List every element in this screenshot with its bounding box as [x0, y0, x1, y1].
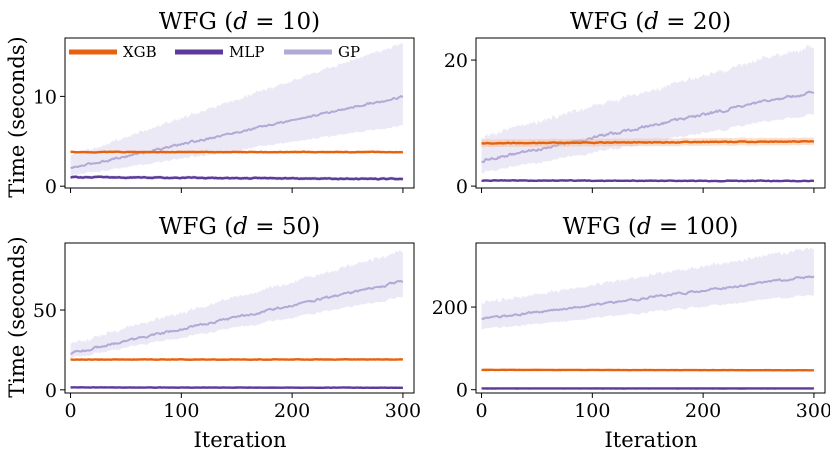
- y-tick-label: 200: [432, 297, 468, 319]
- x-tick-label: 100: [163, 400, 199, 422]
- line-xgb: [70, 358, 404, 361]
- y-tick-label: 0: [45, 380, 57, 402]
- y-tick-label: 20: [444, 50, 468, 72]
- axes-frame: [475, 37, 826, 189]
- legend: XGB MLP GP: [69, 43, 360, 61]
- legend-label-gp: GP: [338, 43, 360, 61]
- line-gp: [70, 280, 404, 355]
- panel-title: WFG (d = 100): [563, 214, 739, 240]
- x-tick-label: 0: [64, 400, 76, 422]
- line-mlp: [70, 386, 404, 390]
- subplot-grid: 0 10 WFG (d = 10)XGB MLP GP 0 20 WFG (d = 20) 0 1…: [33, 9, 830, 422]
- x-tick-label: 200: [274, 400, 310, 422]
- axes-frame: [475, 242, 826, 394]
- y-tick-label: 10: [33, 86, 57, 108]
- band-gp: [70, 43, 403, 176]
- subplot-2: 0 20 WFG (d = 20): [444, 9, 826, 198]
- axes-frame: [64, 242, 415, 394]
- line-xgb: [481, 139, 815, 145]
- legend-label-xgb: XGB: [123, 43, 157, 61]
- subplot-3: 0 100 200 300 0 50 WFG (d = 50): [33, 214, 421, 422]
- plot-area: [70, 43, 404, 182]
- line-mlp: [481, 179, 815, 183]
- x-axis-label-left: Iteration: [193, 428, 286, 452]
- y-axis-label-bottom: Time (seconds): [5, 236, 29, 397]
- band-gp: [481, 44, 814, 174]
- line-gp: [70, 95, 404, 169]
- panel-title: WFG (d = 50): [159, 214, 320, 240]
- plot-area: [481, 247, 815, 390]
- band-gp: [70, 249, 403, 359]
- y-tick-label: 0: [456, 176, 468, 198]
- line-xgb: [481, 368, 815, 372]
- line-mlp: [70, 175, 404, 181]
- panel-title: WFG (d = 10): [159, 9, 320, 35]
- plot-area: [481, 44, 815, 183]
- plot-area: [70, 249, 404, 390]
- line-xgb: [70, 150, 404, 154]
- x-tick-label: 100: [574, 400, 610, 422]
- panel-title: WFG (d = 20): [570, 9, 731, 35]
- subplot-1: 0 10 WFG (d = 10)XGB MLP GP: [33, 9, 415, 198]
- line-gp: [481, 90, 815, 164]
- legend-label-mlp: MLP: [229, 43, 264, 61]
- x-tick-label: 0: [475, 400, 487, 422]
- y-tick-label: 0: [45, 176, 57, 198]
- subplot-4: 0 100 200 300 0 200 WFG (d = 100): [432, 214, 830, 422]
- line-gp: [481, 275, 815, 320]
- x-tick-label: 200: [685, 400, 721, 422]
- band-gp: [481, 247, 814, 330]
- x-tick-label: 300: [796, 400, 830, 422]
- x-axis-label-right: Iteration: [604, 428, 697, 452]
- axes-frame: [64, 37, 415, 189]
- x-tick-label: 300: [385, 400, 421, 422]
- y-tick-label: 0: [456, 380, 468, 402]
- y-axis-label-top: Time (seconds): [5, 36, 29, 197]
- y-tick-label: 50: [33, 300, 57, 322]
